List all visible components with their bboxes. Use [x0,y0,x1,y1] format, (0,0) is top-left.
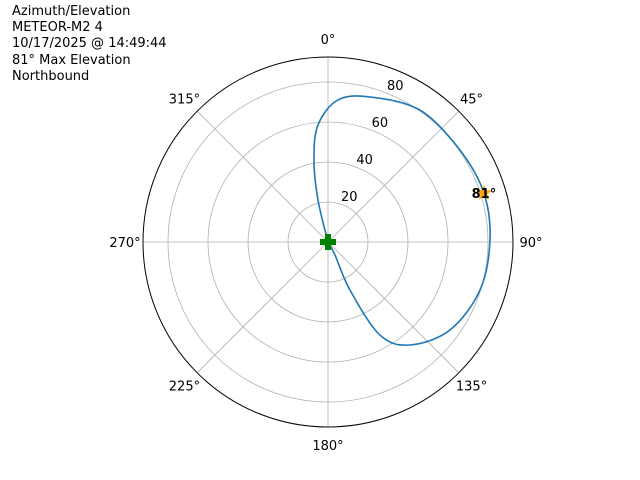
max-elevation-label: 81° [472,187,497,202]
r-tick-label: 40 [356,153,373,168]
theta-gridline [196,241,329,374]
polar-frame [142,56,514,428]
max-elevation-text: 81° Max Elevation [12,52,131,68]
theta-tick-label: 315° [169,92,200,107]
theta-tick-label: 270° [109,236,140,251]
theta-tick-label: 135° [456,380,487,395]
r-tick-label: 80 [387,79,404,94]
theta-tick-label: 90° [519,236,542,251]
satellite-name: METEOR-M2 4 [12,20,103,36]
r-tick-label: 20 [341,190,358,205]
theta-gridline [327,110,460,243]
theta-tick-label: 180° [312,439,343,454]
pass-track-line [313,95,491,346]
pass-datetime: 10/17/2025 @ 14:49:44 [12,36,167,52]
title-line: Azimuth/Elevation [12,4,131,19]
r-tick-label: 60 [372,116,389,131]
theta-tick-label: 225° [169,380,200,395]
theta-gridline [327,241,460,374]
max-elevation-star-marker [475,184,492,200]
theta-tick-label: 0° [321,33,336,48]
theta-tick-label: 45° [460,92,483,107]
start-plus-marker [320,234,336,250]
chart-title-block: Azimuth/Elevation METEOR-M2 4 10/17/2025… [12,4,167,85]
theta-gridline [196,110,329,243]
direction-text: Northbound [12,68,90,84]
